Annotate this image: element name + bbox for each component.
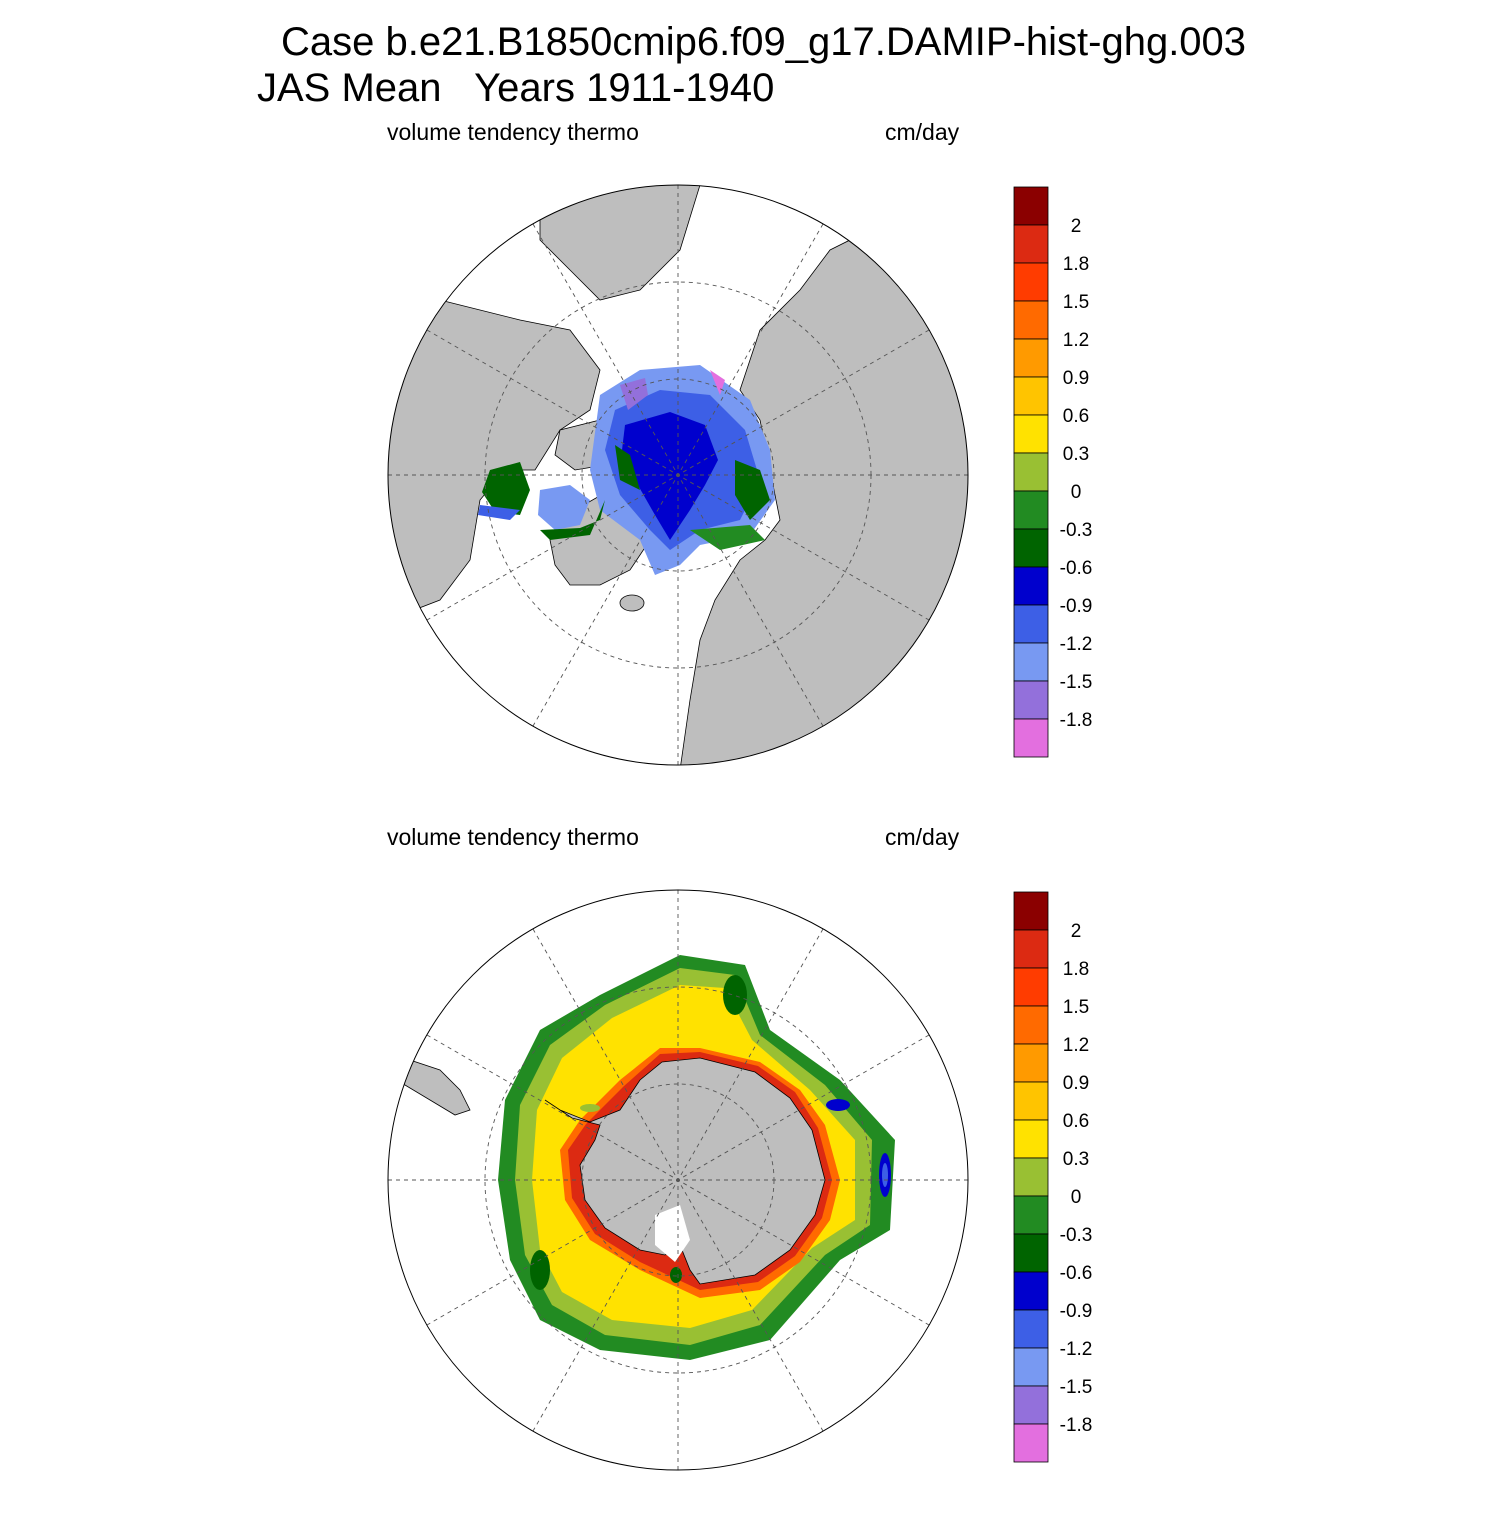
- hudson-bay-ice-blue: [478, 505, 520, 520]
- weddell-patch: [580, 1104, 600, 1112]
- north-colorbar-tick-label: 1.5: [1063, 292, 1089, 313]
- north-colorbar-swatch-12: [1013, 642, 1049, 682]
- ice-band-minus-0.3-barents: [690, 525, 765, 550]
- south-colorbar-swatch-9: [1013, 1233, 1049, 1273]
- north-colorbar-swatch-11: [1013, 604, 1049, 644]
- south-colorbar: 2 1.8 1.5 1.2 0.9 0.6 0.3 0 -0.3 -0.6 -0.9 -1.2 -1.5…: [1013, 891, 1093, 1463]
- north-colorbar-swatch-10: [1013, 566, 1049, 606]
- ross-ice-shelf-gap: [655, 1205, 690, 1262]
- south-colorbar-tick-label: -1.5: [1060, 1377, 1093, 1398]
- north-colorbar-tick-label: -0.9: [1060, 596, 1093, 617]
- north-colorbar-tick-label: 0: [1071, 482, 1082, 503]
- north-colorbar-tick-label: 1.8: [1063, 254, 1089, 275]
- ice-band-minus-0.9: [622, 412, 718, 540]
- south-colorbar-tick-label: 1.5: [1063, 997, 1089, 1018]
- south-colorbar-swatch-2: [1013, 967, 1049, 1007]
- west-dark-green-patch: [530, 1250, 550, 1290]
- south-colorbar-tick-label: 0.9: [1063, 1073, 1089, 1094]
- north-colorbar-swatch-4: [1013, 338, 1049, 378]
- north-colorbar-swatch-9: [1013, 528, 1049, 568]
- north-colorbar-swatch-1: [1013, 224, 1049, 264]
- south-colorbar-tick-label: 1.2: [1063, 1035, 1089, 1056]
- north-colorbar-tick-label: 0.3: [1063, 444, 1089, 465]
- south-polar-map-panel: 2 1.8 1.5 1.2 0.9 0.6 0.3 0 -0.3 -0.6 -0.9 -1.2 -1.5…: [387, 889, 1093, 1471]
- north-colorbar: 2 1.8 1.5 1.2 0.9 0.6 0.3 0 -0.3 -0.6 -0.9 -1.2 -1.5…: [1013, 186, 1093, 758]
- south-panel-units-label: cm/day: [885, 824, 960, 850]
- south-colorbar-swatch-12: [1013, 1347, 1049, 1387]
- figure-title-case: Case b.e21.B1850cmip6.f09_g17.DAMIP-hist…: [281, 20, 1247, 64]
- east-negative-anomaly: [826, 1099, 850, 1111]
- north-colorbar-tick-label: -1.2: [1060, 634, 1093, 655]
- north-dark-green-patch: [723, 975, 747, 1015]
- north-colorbar-tick-label: 1.2: [1063, 330, 1089, 351]
- south-colorbar-tick-label: 0.3: [1063, 1149, 1089, 1170]
- north-colorbar-swatch-14: [1013, 718, 1049, 758]
- south-map-boundary: [387, 889, 969, 1471]
- south-colorbar-tick-label: -0.9: [1060, 1301, 1093, 1322]
- ross-sea-negative-anomaly: [670, 1267, 682, 1283]
- north-panel-units-label: cm/day: [885, 119, 960, 145]
- ice-band-below-minus-1.8: [710, 370, 725, 395]
- baffin-bay-ice: [538, 485, 590, 530]
- north-panel-variable-label: volume tendency thermo: [387, 119, 639, 145]
- southeast-negative-anomaly-core: [882, 1163, 888, 1187]
- north-colorbar-swatch-5: [1013, 376, 1049, 416]
- south-colorbar-tick-label: 0.6: [1063, 1111, 1089, 1132]
- north-colorbar-swatch-8: [1013, 490, 1049, 530]
- south-colorbar-swatch-4: [1013, 1043, 1049, 1083]
- south-colorbar-swatch-10: [1013, 1271, 1049, 1311]
- south-graticule: [388, 890, 968, 1470]
- south-colorbar-swatch-6: [1013, 1119, 1049, 1159]
- north-america-landmass: [388, 299, 601, 621]
- north-colorbar-tick-label: -0.3: [1060, 520, 1093, 541]
- south-colorbar-swatch-5: [1013, 1081, 1049, 1121]
- south-colorbar-swatch-7: [1013, 1157, 1049, 1197]
- south-colorbar-tick-label: -1.8: [1060, 1415, 1093, 1436]
- south-colorbar-swatch-14: [1013, 1423, 1049, 1463]
- south-colorbar-swatch-8: [1013, 1195, 1049, 1235]
- south-colorbar-swatch-1: [1013, 929, 1049, 969]
- south-panel-variable-label: volume tendency thermo: [387, 824, 639, 850]
- figure-title-season: JAS Mean Years 1911-1940: [257, 66, 775, 110]
- south-colorbar-tick-label: 2: [1071, 921, 1082, 942]
- baffin-bay-ice-edge: [540, 500, 605, 540]
- south-colorbar-tick-label: -1.2: [1060, 1339, 1093, 1360]
- south-colorbar-swatch-13: [1013, 1385, 1049, 1425]
- antarctica-landmass: [544, 1057, 826, 1285]
- south-colorbar-tick-label: 1.8: [1063, 959, 1089, 980]
- north-colorbar-swatch-13: [1013, 680, 1049, 720]
- north-graticule: [388, 185, 968, 765]
- north-colorbar-swatch-0: [1013, 186, 1049, 226]
- north-map-boundary: [387, 184, 969, 766]
- north-polar-map-panel: 2 1.8 1.5 1.2 0.9 0.6 0.3 0 -0.3 -0.6 -0.9 -1.2 -1.5…: [387, 184, 1093, 766]
- north-colorbar-swatch-2: [1013, 262, 1049, 302]
- north-sea-ice-field: [478, 365, 775, 575]
- north-colorbar-tick-label: -0.6: [1060, 558, 1093, 579]
- south-colorbar-tick-label: -0.3: [1060, 1225, 1093, 1246]
- south-colorbar-swatch-0: [1013, 891, 1049, 931]
- north-colorbar-swatch-7: [1013, 452, 1049, 492]
- north-colorbar-swatch-3: [1013, 300, 1049, 340]
- north-colorbar-tick-label: -1.8: [1060, 710, 1093, 731]
- iceland-landmass: [619, 594, 645, 612]
- south-colorbar-tick-label: -0.6: [1060, 1263, 1093, 1284]
- south-colorbar-swatch-3: [1013, 1005, 1049, 1045]
- south-colorbar-swatch-11: [1013, 1309, 1049, 1349]
- north-colorbar-swatch-6: [1013, 414, 1049, 454]
- south-colorbar-tick-label: 0: [1071, 1187, 1082, 1208]
- north-colorbar-tick-label: -1.5: [1060, 672, 1093, 693]
- north-colorbar-tick-label: 0.6: [1063, 406, 1089, 427]
- north-colorbar-tick-label: 2: [1071, 216, 1082, 237]
- ice-band-minus-0.6-pole: [615, 445, 640, 490]
- north-colorbar-tick-label: 0.9: [1063, 368, 1089, 389]
